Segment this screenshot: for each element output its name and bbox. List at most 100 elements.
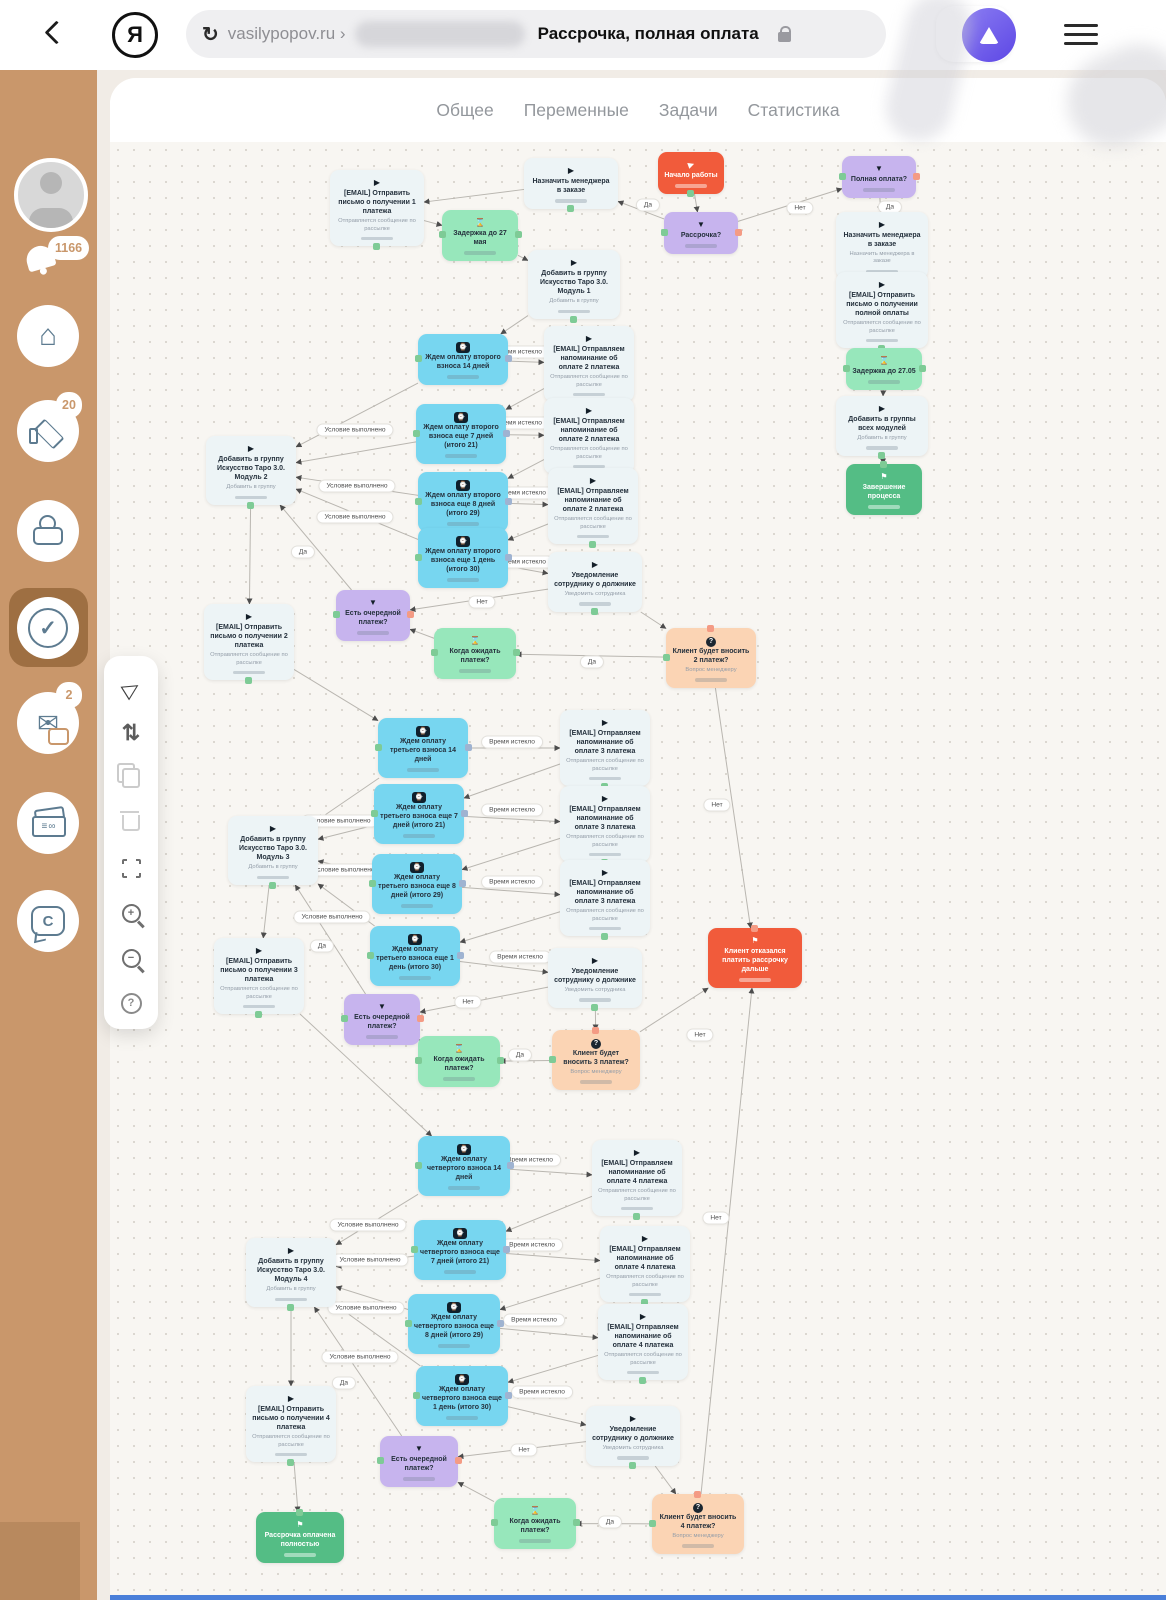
- node-port[interactable]: [460, 809, 468, 817]
- node-port[interactable]: [694, 1490, 701, 1498]
- node-port[interactable]: [502, 429, 510, 437]
- node-port[interactable]: [376, 1457, 384, 1465]
- node-port[interactable]: [287, 1458, 294, 1466]
- zoom-out-icon[interactable]: −: [119, 946, 143, 970]
- node-port[interactable]: [496, 1319, 504, 1327]
- node-port[interactable]: [504, 497, 512, 505]
- node-port[interactable]: [366, 951, 374, 959]
- node-port[interactable]: [373, 242, 380, 250]
- sidebar-item-home[interactable]: ⌂: [17, 305, 79, 367]
- node-port[interactable]: [838, 172, 846, 180]
- flow-node-n_condnext3[interactable]: ▼ Есть очередной платеж?: [376, 1436, 462, 1487]
- node-port[interactable]: [414, 1161, 422, 1169]
- node-port[interactable]: [412, 1391, 420, 1399]
- flow-node-n_group1[interactable]: ▶ Добавить в группу Искусство Таро 3.0. М…: [528, 250, 620, 323]
- node-port[interactable]: [601, 932, 608, 940]
- node-port[interactable]: [629, 1462, 636, 1470]
- flow-node-n_notify1[interactable]: ▶ Уведомление сотруднику о должнике Уведом…: [548, 552, 642, 616]
- sidebar-item-tasks[interactable]: ✓: [17, 597, 79, 659]
- flow-node-n_rem4b[interactable]: ▶ [EMAIL] Отправляем напоминание об оплат…: [600, 1226, 690, 1306]
- help-icon[interactable]: ?: [119, 991, 143, 1015]
- fit-screen-icon[interactable]: [118, 855, 144, 881]
- flow-node-n_fail[interactable]: ⚑ Клиент отказался платить рассрочку даль…: [708, 924, 802, 988]
- connector-tool-icon[interactable]: ⇅: [121, 720, 141, 745]
- flow-node-n_assign1[interactable]: ▶ Назначить менеджера в заказе: [524, 158, 618, 213]
- flow-node-n_email2[interactable]: ▶ [EMAIL] Отправить письмо о получении 2 …: [204, 604, 294, 684]
- node-port[interactable]: [512, 649, 520, 657]
- node-port[interactable]: [878, 452, 885, 460]
- flow-node-n_rem3c[interactable]: ▶ [EMAIL] Отправляем напоминание об оплат…: [560, 860, 650, 940]
- flow-node-n_q2[interactable]: ? Клиент будет вносить 2 платеж? Вопрос ме…: [662, 624, 756, 688]
- node-port[interactable]: [514, 231, 522, 239]
- node-port[interactable]: [438, 231, 446, 239]
- flow-node-n_wait4_29[interactable]: ⌚ Ждем оплату четвертого взноса еще 8 дне…: [404, 1294, 504, 1354]
- flow-node-n_wait2_29[interactable]: ⌚ Ждем оплату второго взноса еще 8 дней (…: [414, 472, 512, 532]
- flow-node-n_wait4_30[interactable]: ⌚ Ждем оплату четвертого взноса еще 1 ден…: [412, 1366, 512, 1426]
- flow-node-n_delay2705[interactable]: ⌛ Задержка до 27.05: [842, 348, 926, 390]
- flow-node-n_group3[interactable]: ▶ Добавить в группу Искусство Таро 3.0. М…: [228, 816, 318, 889]
- node-port[interactable]: [633, 1212, 640, 1220]
- node-port[interactable]: [340, 1015, 348, 1023]
- node-port[interactable]: [414, 1057, 422, 1065]
- node-port[interactable]: [368, 879, 376, 887]
- flow-node-n_wait2_30[interactable]: ⌚ Ждем оплату второго взноса еще 1 день (…: [414, 528, 512, 588]
- trash-icon[interactable]: [119, 811, 143, 835]
- node-port[interactable]: [734, 228, 742, 236]
- node-port[interactable]: [548, 1055, 556, 1063]
- flow-node-n_email4[interactable]: ▶ [EMAIL] Отправить письмо о получении 4 …: [246, 1386, 336, 1466]
- flow-node-n_wait2_14[interactable]: ⌚ Ждем оплату второго взноса 14 дней: [414, 334, 512, 385]
- flow-node-n_notify3[interactable]: ▶ Уведомление сотруднику о должнике Уведом…: [586, 1406, 680, 1470]
- flow-node-n_rem4a[interactable]: ▶ [EMAIL] Отправляем напоминание об оплат…: [592, 1140, 682, 1220]
- flow-node-n_email3[interactable]: ▶ [EMAIL] Отправить письмо о получении 3 …: [214, 938, 304, 1018]
- node-port[interactable]: [255, 1010, 262, 1018]
- node-port[interactable]: [410, 1245, 418, 1253]
- flow-node-n_email1[interactable]: ▶ [EMAIL] Отправить письмо о получении 1 …: [330, 170, 424, 250]
- flow-node-n_rem3a[interactable]: ▶ [EMAIL] Отправляем напоминание об оплат…: [560, 710, 650, 790]
- flow-node-n_start[interactable]: ▶ Начало работы: [658, 152, 724, 198]
- flow-node-n_notify2[interactable]: ▶ Уведомление сотруднику о должнике Уведом…: [548, 948, 642, 1012]
- flow-node-n_group4[interactable]: ▶ Добавить в группу Искусство Таро 3.0. М…: [246, 1238, 336, 1311]
- reload-icon[interactable]: ↻: [202, 23, 219, 46]
- node-port[interactable]: [591, 1004, 598, 1012]
- flow-node-n_group_all[interactable]: ▶ Добавить в группы всех модулей Добавить …: [836, 396, 928, 460]
- node-port[interactable]: [660, 228, 668, 236]
- zoom-in-icon[interactable]: +: [119, 901, 143, 925]
- flow-node-n_cond_full[interactable]: ▼ Полная оплата?: [838, 156, 920, 198]
- flow-node-n_rem2c[interactable]: ▶ [EMAIL] Отправляем напоминание об оплат…: [548, 468, 638, 548]
- node-port[interactable]: [247, 501, 254, 509]
- flow-node-n_wait4_14[interactable]: ⌚ Ждем оплату четвертого взноса 14 дней: [414, 1136, 514, 1196]
- tab-general[interactable]: Общее: [436, 99, 494, 120]
- node-port[interactable]: [414, 553, 422, 561]
- node-port[interactable]: [370, 809, 378, 817]
- node-port[interactable]: [592, 1026, 599, 1034]
- flow-node-n_end2[interactable]: ⚑ Рассрочка оплачена полностью: [256, 1508, 344, 1563]
- node-port[interactable]: [504, 1391, 512, 1399]
- node-port[interactable]: [504, 355, 512, 363]
- node-port[interactable]: [430, 649, 438, 657]
- node-port[interactable]: [567, 205, 574, 213]
- node-port[interactable]: [269, 881, 276, 889]
- flow-node-n_q4[interactable]: ? Клиент будет вносить 4 платеж? Вопрос ме…: [648, 1490, 744, 1554]
- node-port[interactable]: [570, 315, 577, 323]
- flow-node-n_wait3_14[interactable]: ⌚ Ждем оплату третьего взноса 14 дней: [374, 718, 472, 778]
- node-port[interactable]: [416, 1015, 424, 1023]
- node-port[interactable]: [880, 460, 887, 468]
- node-port[interactable]: [332, 611, 340, 619]
- node-port[interactable]: [504, 553, 512, 561]
- menu-icon[interactable]: [1064, 24, 1098, 48]
- node-port[interactable]: [918, 364, 926, 372]
- flow-node-n_group2[interactable]: ▶ Добавить в группу Искусство Таро 3.0. М…: [206, 436, 296, 509]
- flow-node-n_rem2a[interactable]: ▶ [EMAIL] Отправляем напоминание об оплат…: [544, 326, 634, 406]
- flow-node-n_cond_rassr[interactable]: ▼ Рассрочка?: [660, 212, 742, 254]
- yandex-logo[interactable]: Я: [112, 12, 158, 58]
- node-port[interactable]: [641, 1298, 648, 1306]
- flow-node-n_wait3_30[interactable]: ⌚ Ждем оплату третьего взноса еще 1 день …: [366, 926, 464, 986]
- node-port[interactable]: [296, 1508, 303, 1516]
- node-port[interactable]: [572, 1519, 580, 1527]
- node-port[interactable]: [591, 608, 598, 616]
- pointer-tool-icon[interactable]: ▷: [118, 673, 144, 703]
- node-port[interactable]: [458, 879, 466, 887]
- copy-icon[interactable]: [117, 763, 143, 790]
- tab-tasks[interactable]: Задачи: [658, 99, 718, 120]
- address-bar[interactable]: ↻ vasilypopov.ru › Рассрочка, полная опл…: [186, 10, 886, 58]
